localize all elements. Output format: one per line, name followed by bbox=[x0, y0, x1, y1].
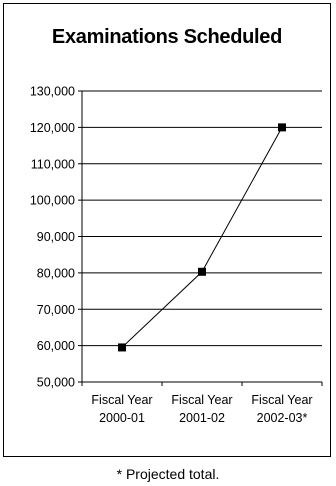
y-tick-label: 50,000 bbox=[37, 376, 75, 390]
y-tick-label: 110,000 bbox=[31, 157, 75, 171]
x-tick-label: Fiscal Year bbox=[91, 393, 152, 407]
x-tick-label: 2000-01 bbox=[99, 411, 145, 425]
y-tick-label: 130,000 bbox=[30, 85, 75, 99]
x-tick-label: Fiscal Year bbox=[251, 393, 312, 407]
data-point bbox=[118, 343, 126, 352]
data-point bbox=[278, 123, 286, 132]
x-tick-label: Fiscal Year bbox=[171, 393, 232, 407]
x-tick-label: 2002-03* bbox=[257, 411, 308, 425]
series-line bbox=[121, 127, 283, 348]
data-point bbox=[198, 267, 206, 276]
y-tick-label: 90,000 bbox=[37, 230, 75, 244]
y-tick-label: 120,000 bbox=[30, 121, 75, 135]
x-tick-label: 2001-02 bbox=[179, 411, 225, 425]
chart-title: Examinations Scheduled bbox=[51, 26, 283, 48]
y-tick-label: 60,000 bbox=[37, 339, 75, 353]
chart-frame bbox=[3, 3, 331, 457]
footnote: * Projected total. bbox=[116, 466, 220, 482]
y-tick-label: 70,000 bbox=[37, 303, 75, 317]
y-tick-label: 100,000 bbox=[30, 194, 75, 208]
y-tick-label: 80,000 bbox=[37, 266, 75, 280]
